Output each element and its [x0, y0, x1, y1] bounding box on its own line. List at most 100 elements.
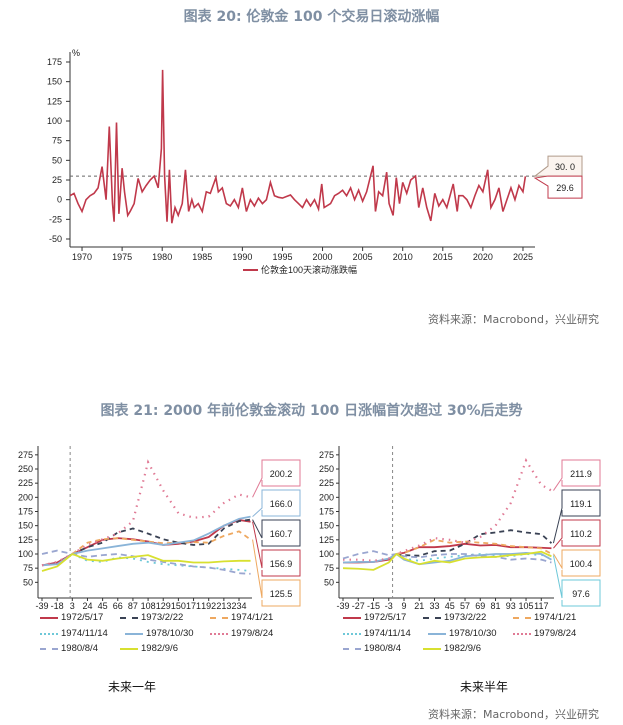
- x-tick-label: 66: [113, 601, 123, 611]
- threshold-callout-text: 30. 0: [555, 162, 575, 172]
- x-tick-label: 1995: [272, 252, 292, 262]
- legend-item: 1974/1/21: [210, 612, 273, 623]
- legend-item: 1972/5/17: [40, 612, 103, 623]
- legend-swatch: [428, 632, 446, 635]
- y-tick-label: 25: [52, 175, 62, 185]
- end-value-text: 125.5: [270, 589, 293, 599]
- legend-label: 1979/8/24: [231, 628, 274, 639]
- end-value-text: 119.1: [570, 499, 592, 509]
- legend-label: 1978/10/30: [146, 628, 194, 639]
- y-tick-label: 150: [319, 521, 334, 531]
- series-line-1980-8-4: [342, 550, 552, 564]
- legend-label: 1982/9/6: [444, 643, 481, 654]
- x-tick-label: 93: [506, 601, 516, 611]
- x-tick-label: 3: [70, 601, 75, 611]
- x-tick-label: 1975: [112, 252, 132, 262]
- legend-item: 1973/2/22: [120, 612, 183, 623]
- series-line-1972-5-17: [41, 519, 251, 567]
- x-tick-label: 87: [128, 601, 138, 611]
- y-tick-label: 50: [52, 155, 62, 165]
- legend-swatch: [423, 616, 441, 619]
- legend-item: 1973/2/22: [423, 612, 486, 623]
- x-tick-label: 2015: [433, 252, 453, 262]
- legend-label: 1974/11/14: [364, 628, 411, 639]
- legend-label: 1980/8/4: [61, 643, 98, 654]
- gold-rolling-return-chart: % 175 150 125 100 75 50 25 0 -25 -50 1970 1975 1980 19…: [47, 48, 583, 275]
- end-value-text: 156.9: [270, 559, 293, 569]
- x-tick-label: 2000: [313, 252, 333, 262]
- end-value-callout: [552, 555, 601, 607]
- series-line-1973-2-22: [396, 529, 553, 557]
- x-tick-label: 234: [231, 601, 246, 611]
- legend-item: 1979/8/24: [513, 628, 576, 639]
- end-value-callout: [552, 489, 601, 544]
- legend-item: 1978/10/30: [125, 628, 194, 639]
- legend-item: 1974/11/14: [343, 628, 411, 639]
- legend-swatch: [423, 647, 441, 650]
- y-tick-label: 75: [52, 136, 62, 146]
- x-tick-label: 117: [534, 601, 548, 611]
- series-line-1982-9-6: [342, 550, 552, 571]
- x-tick-label: -39: [35, 601, 48, 611]
- y-tick-label: -25: [49, 214, 62, 224]
- legend-label: 1979/8/24: [534, 628, 577, 639]
- y-tick-label: 275: [319, 450, 334, 460]
- x-tick-label: 45: [98, 601, 108, 611]
- x-tick-label: 2025: [513, 252, 533, 262]
- x-tick-label: 1980: [152, 252, 172, 262]
- series-line-1978-10-30: [41, 515, 251, 567]
- x-tick-label: 69: [475, 601, 485, 611]
- legend-item: 1979/8/24: [210, 628, 273, 639]
- y-tick-label: 250: [319, 464, 334, 474]
- x-tick-label: 24: [82, 601, 92, 611]
- y-tick-label: 150: [47, 77, 62, 87]
- x-tick-label: 192: [201, 601, 216, 611]
- x-tick-label: 9: [402, 601, 407, 611]
- x-tick-label: -15: [367, 601, 380, 611]
- legend-swatch: [343, 632, 361, 635]
- y-tick-label: 100: [18, 549, 33, 559]
- legend-label: 1982/9/6: [141, 643, 178, 654]
- end-value-text: 110.2: [570, 529, 592, 539]
- legend-label: 1980/8/4: [364, 643, 401, 654]
- y-tick-label: 150: [18, 521, 33, 531]
- legend-label: 1974/1/21: [231, 612, 274, 623]
- legend-item: 1974/11/14: [40, 628, 108, 639]
- y-tick-label: 0: [57, 195, 62, 205]
- series-line-1974-1-21: [71, 530, 252, 555]
- y-tick-label: 50: [324, 577, 334, 587]
- end-value-text: 166.0: [270, 499, 293, 509]
- end-value-text: 211.9: [570, 469, 592, 479]
- y-tick-label: 225: [18, 478, 33, 488]
- legend-label: 伦敦金100天滚动涨跌幅: [261, 264, 357, 275]
- y-tick-label: 200: [319, 492, 334, 502]
- gold-return-line: [69, 69, 527, 224]
- x-tick-label: 81: [491, 601, 501, 611]
- x-tick-label: 2020: [473, 252, 493, 262]
- series-line-1979-8-24: [41, 459, 251, 567]
- x-tick-label: -3: [385, 601, 393, 611]
- legend-swatch: [125, 632, 143, 635]
- end-value-callout: [553, 459, 601, 491]
- y-tick-label: 125: [18, 535, 33, 545]
- x-tick-label: 171: [186, 601, 201, 611]
- series-line-1982-9-6: [41, 552, 251, 572]
- legend-item: 1980/8/4: [40, 643, 98, 654]
- y-tick-label: 175: [18, 507, 33, 517]
- legend-label: 1974/11/14: [61, 628, 108, 639]
- unit-label: %: [72, 48, 80, 58]
- legend-item: 1978/10/30: [428, 628, 497, 639]
- y-tick-label: 100: [319, 549, 334, 559]
- series-line-1974-11-14: [71, 553, 251, 572]
- end-value-callout: [553, 549, 601, 577]
- x-tick-label: 150: [171, 601, 186, 611]
- end-value-text: 160.7: [270, 529, 293, 539]
- legend-item: 1982/9/6: [120, 643, 178, 654]
- legend-swatch: [120, 616, 138, 619]
- legend-swatch: [513, 632, 531, 635]
- x-tick-label: 2010: [393, 252, 413, 262]
- y-tick-label: 275: [18, 450, 33, 460]
- series-line-1974-1-21: [396, 538, 552, 555]
- end-value-callout: [553, 519, 601, 549]
- y-tick-label: 75: [324, 563, 334, 573]
